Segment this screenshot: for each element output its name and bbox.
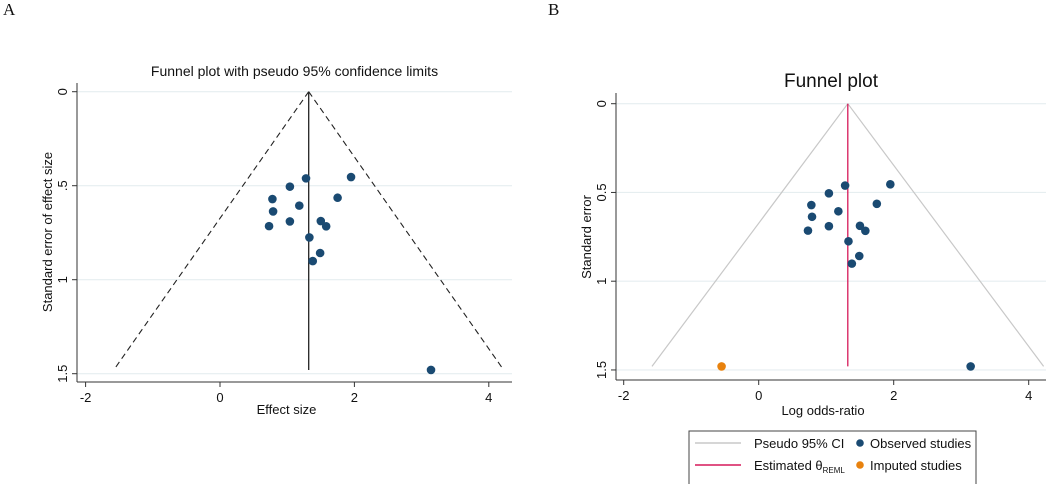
observed-study-point: [333, 193, 342, 203]
observed-study-point: [807, 200, 816, 210]
x-tick-label: 2: [890, 388, 897, 403]
observed-study-point: [316, 216, 326, 226]
legend-subscript: REML: [823, 466, 846, 475]
y-tick-label: 0.5: [594, 183, 609, 201]
observed-study-point: [803, 226, 813, 235]
funnel-plot-panel-b: -2 0 2 4 0 0.5 1 1.5 Funnel plot Log odds-ratio St…: [579, 71, 1046, 484]
observed-study-point: [264, 221, 274, 231]
y-tick-label: 0: [55, 88, 70, 95]
observed-study-point: [315, 248, 325, 258]
y-tick-label: 1: [55, 276, 70, 283]
y-tick-label: .5: [55, 180, 70, 191]
observed-study-point: [268, 207, 278, 216]
observed-study-point: [301, 174, 311, 183]
observed-study-point: [305, 233, 314, 242]
x-tick-label: 0: [216, 390, 223, 405]
observed-study-point: [268, 194, 277, 204]
y-axis-label: Standard error of effect size: [40, 152, 55, 312]
observed-study-point: [966, 362, 975, 371]
y-tick-label: 1: [594, 278, 609, 285]
chart-title: Funnel plot: [784, 71, 879, 92]
x-tick-label: 2: [351, 390, 358, 405]
y-tick-label: 0: [594, 100, 609, 107]
observed-study-point: [854, 251, 864, 261]
chart-title: Funnel plot with pseudo 95% confidence l…: [151, 63, 438, 79]
legend-label: Pseudo 95% CI: [754, 436, 844, 451]
pseudo-ci-left-line: [651, 103, 849, 367]
x-tick-label: 4: [485, 390, 492, 405]
imputed-study-point: [717, 362, 726, 371]
panel-label-a: A: [3, 0, 16, 19]
observed-study-point: [346, 172, 356, 182]
y-tick-label: 1.5: [594, 361, 609, 379]
observed-study-point: [834, 206, 843, 216]
observed-study-point: [886, 179, 895, 189]
panel-label-b: B: [548, 0, 560, 19]
x-tick-label: -2: [80, 390, 92, 405]
y-tick-label: 1.5: [55, 365, 70, 383]
observed-study-point: [294, 201, 304, 210]
observed-study-point: [285, 182, 295, 191]
legend-label: Observed studies: [870, 436, 972, 451]
observed-study-point: [861, 226, 870, 236]
legend-marker-swatch: [856, 439, 864, 447]
observed-study-point: [855, 221, 865, 231]
legend-label: Imputed studies: [870, 458, 962, 473]
observed-study-point: [824, 189, 834, 198]
observed-study-point: [426, 365, 436, 375]
x-tick-label: -2: [618, 388, 630, 403]
pseudo-ci-right-line: [308, 91, 505, 371]
pseudo-ci-left-line: [113, 91, 310, 371]
observed-study-point: [308, 256, 318, 266]
observed-study-point: [824, 221, 834, 231]
observed-study-point: [807, 212, 817, 222]
observed-study-point: [872, 199, 882, 209]
y-axis-label: Standard error: [579, 194, 594, 278]
observed-study-point: [840, 181, 850, 190]
legend: Pseudo 95% CI Observed studies Estimated θ…: [688, 430, 977, 484]
legend-box: [688, 430, 977, 484]
x-axis-label: Log odds-ratio: [781, 403, 864, 418]
x-tick-label: 0: [755, 388, 762, 403]
x-axis-label: Effect size: [257, 402, 317, 417]
funnel-plot-panel-a: -2 0 2 4 0 .5 1 1.5 Funnel plot with pseudo 95% …: [40, 63, 512, 417]
x-tick-label: 4: [1025, 388, 1032, 403]
observed-study-point: [321, 222, 331, 231]
observed-study-point: [847, 259, 857, 268]
legend-label: Estimated θREML: [754, 458, 845, 475]
observed-study-point: [285, 217, 295, 226]
legend-marker-swatch: [856, 461, 864, 469]
observed-study-point: [844, 236, 853, 246]
pseudo-ci-right-line: [847, 103, 1045, 367]
